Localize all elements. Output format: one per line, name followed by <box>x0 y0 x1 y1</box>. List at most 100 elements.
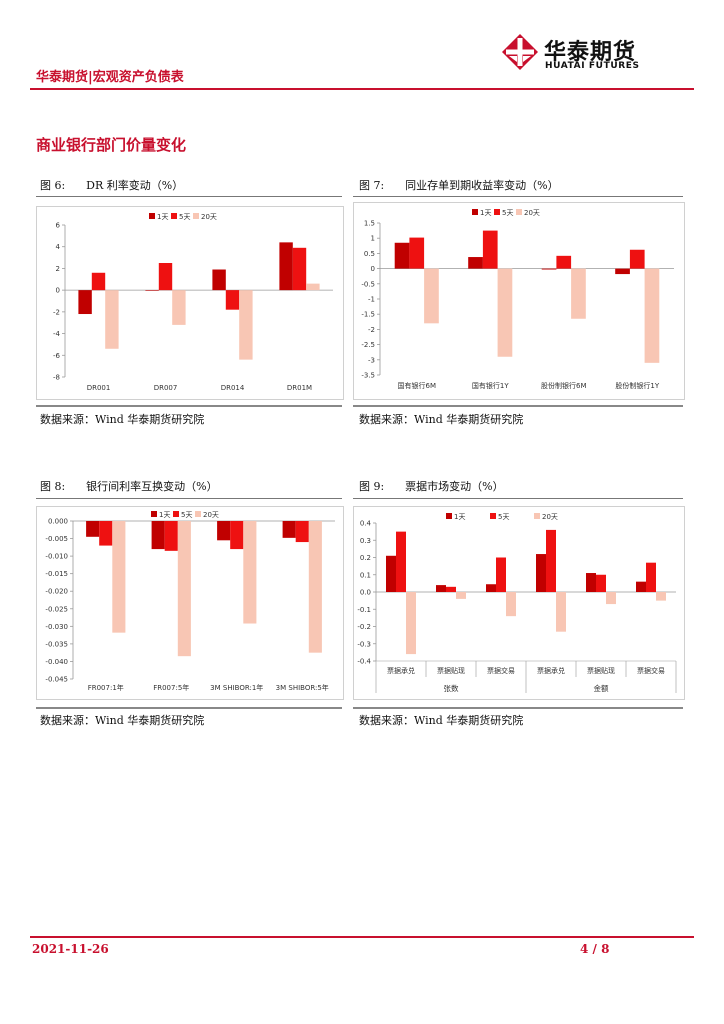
bar-1天 <box>151 521 165 550</box>
bar-20天 <box>424 268 439 324</box>
category-label: 3M SHIBOR:5年 <box>276 683 329 692</box>
category-label: DR001 <box>87 384 111 392</box>
figure-7-caption: 图 7: 同业存单到期收益率变动（%） <box>359 179 559 192</box>
figure-6-caption: 图 6: DR 利率变动（%） <box>40 179 184 192</box>
figure-8-chart: 0.000 -0.005 -0.010 -0.015 -0.020 -0.025 -0.03… <box>36 506 344 700</box>
irs-chart: 0.000 -0.005 -0.010 -0.015 -0.020 -0.025 -0.03… <box>45 511 335 692</box>
category-label: FR007:1年 <box>88 683 124 692</box>
y-tick-label: 0.1 <box>360 571 371 579</box>
y-tick-label: -0.2 <box>357 623 371 631</box>
category-label: DR007 <box>154 384 178 392</box>
y-tick-label: -0.045 <box>45 676 68 684</box>
bar-5天 <box>164 521 178 551</box>
figure-8-top-rule <box>36 498 342 499</box>
category-label: 国有银行6M <box>398 381 437 390</box>
bar-5天 <box>629 249 645 269</box>
category-label: 票据贴现 <box>437 666 465 675</box>
bar-1天 <box>394 242 410 269</box>
bar-5天 <box>482 230 498 269</box>
legend-label: 1天 <box>159 511 170 519</box>
legend-swatch <box>534 513 540 519</box>
y-tick-label: 2 <box>56 265 60 273</box>
figure-9-source: 数据来源：Wind 华泰期货研究院 <box>359 714 524 727</box>
bar-5天 <box>646 562 656 592</box>
y-tick-label: -4 <box>53 330 61 338</box>
legend-label: 20天 <box>201 213 217 221</box>
logo-text-cn: 华泰期货 <box>544 40 637 65</box>
category-label: 票据交易 <box>637 666 665 675</box>
bar-1天 <box>86 521 100 537</box>
bar-20天 <box>177 521 191 657</box>
legend-label: 20天 <box>524 209 540 217</box>
footer-date: 2021-11-26 <box>32 942 109 956</box>
bar-5天 <box>546 529 556 592</box>
bar-20天 <box>506 592 516 617</box>
group-label: 金额 <box>594 683 609 693</box>
legend-swatch <box>173 511 179 517</box>
bar-1天 <box>212 269 226 291</box>
logo-text-en: HUATAI FUTURES <box>545 61 640 71</box>
legend-swatch <box>490 513 496 519</box>
y-tick-label: -0.035 <box>45 640 68 648</box>
figure-9-caption: 图 9: 票据市场变动（%） <box>359 480 504 493</box>
bar-20天 <box>105 290 119 349</box>
category-label: 股份制银行1Y <box>615 381 659 390</box>
huatai-logo: 华泰期货 HUATAI FUTURES <box>500 32 660 76</box>
y-tick-label: -3 <box>368 356 375 364</box>
legend-label: 5天 <box>179 213 190 221</box>
figure-8-caption: 图 8: 银行间利率互换变动（%） <box>40 480 218 493</box>
figure-9-bottom-rule <box>353 707 683 709</box>
figure-7-source: 数据来源：Wind 华泰期货研究院 <box>359 413 524 426</box>
bar-20天 <box>644 268 660 363</box>
bar-20天 <box>112 521 126 633</box>
y-tick-label: 0 <box>371 265 375 273</box>
footer-page-number: 4 / 8 <box>580 942 610 956</box>
bar-1天 <box>282 521 296 538</box>
y-tick-label: -3.5 <box>361 372 375 380</box>
bar-5天 <box>409 237 425 269</box>
bar-20天 <box>656 592 666 601</box>
bar-5天 <box>556 255 572 269</box>
category-label: 票据承兑 <box>387 666 415 675</box>
bar-20天 <box>606 592 616 605</box>
bar-1天 <box>78 290 92 315</box>
legend-swatch <box>149 213 155 219</box>
report-header-title: 华泰期货|宏观资产负债表 <box>36 70 184 85</box>
figure-6-source: 数据来源：Wind 华泰期货研究院 <box>40 413 205 426</box>
legend-swatch <box>516 209 522 215</box>
y-tick-label: -0.3 <box>357 640 371 648</box>
y-tick-label: 0.3 <box>360 537 371 545</box>
category-label: FR007:5年 <box>153 683 189 692</box>
figure-6-bottom-rule <box>36 405 342 407</box>
y-tick-label: -0.005 <box>45 535 68 543</box>
legend-label: 1天 <box>454 513 465 521</box>
legend-label: 20天 <box>203 511 219 519</box>
legend-swatch <box>472 209 478 215</box>
bar-1天 <box>468 257 483 269</box>
y-tick-label: 4 <box>56 243 61 251</box>
figure-7-top-rule <box>353 196 683 197</box>
legend-label: 20天 <box>542 513 558 521</box>
y-tick-label: -1.5 <box>361 311 375 319</box>
bar-5天 <box>99 521 113 546</box>
figure-6-top-rule <box>36 196 342 197</box>
figure-8-source: 数据来源：Wind 华泰期货研究院 <box>40 714 205 727</box>
legend-swatch <box>151 511 157 517</box>
y-tick-label: -6 <box>53 352 61 360</box>
bar-1天 <box>279 242 293 291</box>
bar-5天 <box>295 521 309 543</box>
y-tick-label: -0.020 <box>45 588 68 596</box>
figure-9-chart: 0.4 0.3 0.2 0.1 0.0 -0.1 -0.2 -0.3 -0.4 票据承兑 票据贴现 票… <box>353 506 685 700</box>
y-tick-label: 6 <box>56 222 61 230</box>
y-tick-label: -0.4 <box>357 658 371 666</box>
bar-1天 <box>636 581 646 592</box>
bar-5天 <box>230 521 244 550</box>
category-label: DR01M <box>287 384 312 392</box>
legend-label: 5天 <box>498 513 509 521</box>
bar-5天 <box>446 586 456 592</box>
bar-1天 <box>541 268 557 270</box>
bar-1天 <box>145 290 159 291</box>
bill-market-chart: 0.4 0.3 0.2 0.1 0.0 -0.1 -0.2 -0.3 -0.4 票据承兑 票据贴现 票… <box>357 513 677 693</box>
y-tick-label: -0.5 <box>361 280 375 288</box>
y-tick-label: 0.000 <box>48 518 68 526</box>
